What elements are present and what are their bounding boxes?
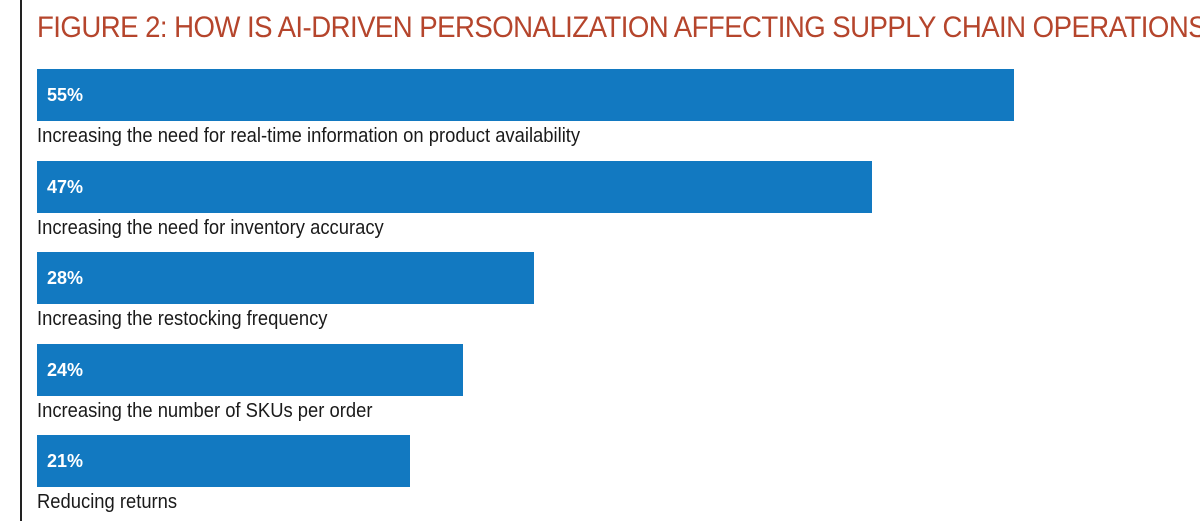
bar [37,69,1014,121]
category-label: Reducing returns [37,491,178,513]
category-label: Increasing the restocking frequency [37,308,328,330]
bar-value-label: 55% [47,85,84,105]
category-label: Increasing the need for real-time inform… [37,125,581,147]
bar-value-label: 24% [47,360,84,380]
bar [37,252,534,304]
category-label: Increasing the need for inventory accura… [37,217,384,239]
left-border-rule [20,0,22,521]
bar-value-label: 47% [47,177,84,197]
bar [37,161,872,213]
bar-value-label: 28% [47,268,84,288]
bar [37,344,463,396]
chart-title: FIGURE 2: HOW IS AI-DRIVEN PERSONALIZATI… [37,11,1200,44]
bar-value-label: 21% [47,451,84,471]
bar [37,435,410,487]
category-label: Increasing the number of SKUs per order [37,400,373,422]
